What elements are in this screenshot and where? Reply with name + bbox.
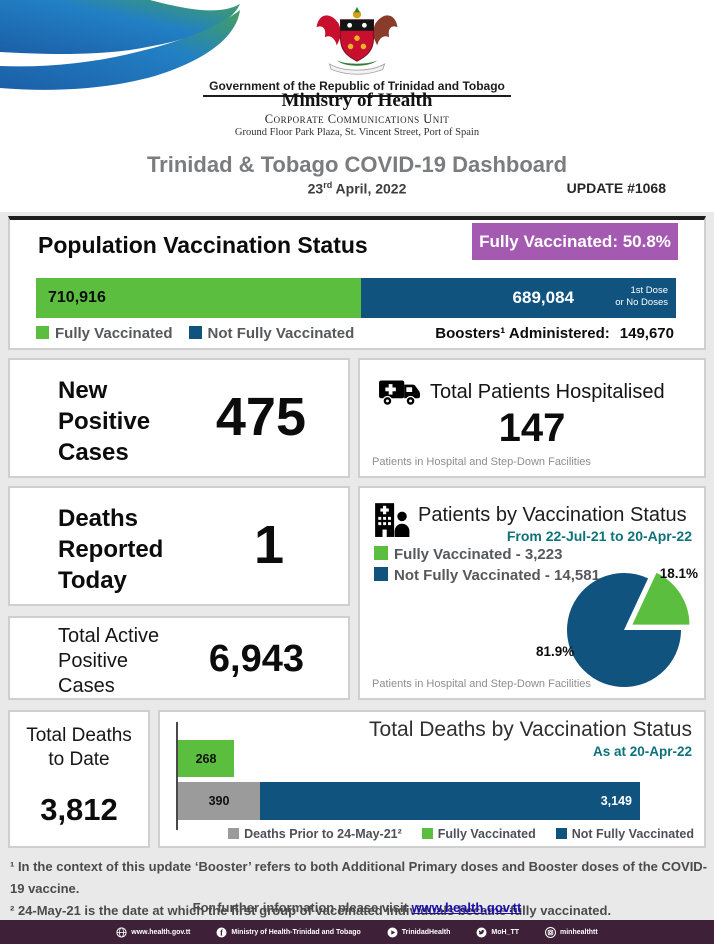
legend-swatch-blue xyxy=(555,828,567,839)
coat-of-arms xyxy=(316,6,398,75)
first-dose-note: 1st Dose or No Doses xyxy=(615,285,668,309)
pie-label-green: 18.1% xyxy=(659,566,698,581)
patients-legend-fully: Fully Vaccinated - 3,223 xyxy=(374,546,600,563)
patients-period: From 22-Jul-21 to 20-Apr-22 xyxy=(506,528,692,544)
population-bar: 710,916 689,084 1st Dose or No Doses xyxy=(36,278,676,318)
health-link[interactable]: www.health.gov.tt xyxy=(411,900,522,915)
dashboard-date: 23rd April, 2022 xyxy=(307,180,407,197)
pop-bar-notfully: 689,084 1st Dose or No Doses xyxy=(361,278,676,318)
active-cases-label: Total Active Positive Cases xyxy=(58,625,160,697)
population-panel: Population Vaccination Status Fully Vacc… xyxy=(8,216,706,350)
legend-swatch-blue xyxy=(188,326,202,339)
pie-slice-blue xyxy=(567,572,681,687)
twitter-icon xyxy=(476,927,487,937)
fully-vaccinated-badge: Fully Vaccinated: 50.8% xyxy=(472,223,678,260)
government-line: Government of the Republic of Trinidad a… xyxy=(0,77,714,97)
swoosh-decoration xyxy=(0,0,240,90)
boosters-label: Boosters¹ Administered: xyxy=(435,325,610,342)
fully-count: 710,916 xyxy=(48,289,106,306)
legend-swatch-green xyxy=(36,326,49,339)
deaths-bar-prior: 390 xyxy=(178,782,260,820)
svg-text:f: f xyxy=(220,927,223,937)
deaths-bar-row: 390 3,149 xyxy=(178,782,640,820)
deaths-bar-fully: 268 xyxy=(178,740,234,777)
ministry-title: Ministry of Health xyxy=(281,90,433,111)
patients-legend-notfully: Not Fully Vaccinated - 14,581 xyxy=(374,567,600,584)
deaths-chart-date: As at 20-Apr-22 xyxy=(592,744,692,759)
deaths-today-label: Deaths Reported Today xyxy=(58,505,164,594)
active-cases-value: 6,943 xyxy=(208,638,304,680)
deaths-legend-notfully: Not Fully Vaccinated xyxy=(555,827,694,841)
footer-item-twitter[interactable]: MoH_TT xyxy=(476,927,519,938)
deaths-chart-title: Total Deaths by Vaccination Status xyxy=(369,718,692,741)
hospitalised-card: Total Patients Hospitalised 147 Patients… xyxy=(358,358,706,478)
pie-slice-green xyxy=(632,572,690,625)
patients-title: Patients by Vaccination Status xyxy=(418,504,687,526)
footnote-2: ² 24-May-21 is the date at which the fir… xyxy=(10,903,612,918)
new-cases-label: New Positive Cases xyxy=(58,377,151,466)
patients-legend: Fully Vaccinated - 3,223 Not Fully Vacci… xyxy=(374,546,600,588)
footer-item-youtube[interactable]: TrinidadHealth xyxy=(387,927,450,938)
footer-item-instagram[interactable]: minhealthtt xyxy=(545,926,598,938)
hospitalised-note: Patients in Hospital and Step-Down Facil… xyxy=(372,456,591,468)
notfully-count: 689,084 xyxy=(512,288,574,307)
legend-swatch-green xyxy=(421,828,433,839)
patients-note: Patients in Hospital and Step-Down Facil… xyxy=(372,678,591,690)
footer-item-website[interactable]: www.health.gov.tt xyxy=(116,926,190,938)
deaths-bar-notfully: 3,149 xyxy=(260,782,640,820)
dashboard-title: Trinidad & Tobago COVID-19 Dashboard xyxy=(146,152,568,177)
deaths-chart-legend: Deaths Prior to 24-May-21² Fully Vaccina… xyxy=(228,827,694,841)
address-line: Ground Floor Park Plaza, St. Vincent Str… xyxy=(234,127,480,138)
total-deaths-value: 3,812 xyxy=(40,792,118,827)
deaths-chart-axis xyxy=(176,722,178,830)
population-legend: Fully Vaccinated Not Fully Vaccinated xyxy=(36,325,354,342)
new-cases-card: New Positive Cases 475 xyxy=(8,358,350,478)
pie-label-blue: 81.9% xyxy=(536,644,575,659)
boosters-line: Boosters¹ Administered: 149,670 xyxy=(435,325,674,342)
legend-swatch-green xyxy=(374,546,388,560)
youtube-icon xyxy=(387,927,398,937)
deaths-legend-prior: Deaths Prior to 24-May-21² xyxy=(228,827,402,841)
legend-swatch-blue xyxy=(374,567,388,581)
info-line: For further information please visit www… xyxy=(192,900,522,915)
footer-item-facebook[interactable]: f Ministry of Health-Trinidad and Tobago xyxy=(216,927,361,938)
pop-bar-fully: 710,916 xyxy=(36,278,362,318)
hospitalised-value: 147 xyxy=(498,406,566,450)
footnotes: ¹ In the context of this update ‘Booster… xyxy=(10,856,708,922)
footer-bar: www.health.gov.tt f Ministry of Health-T… xyxy=(0,920,714,944)
globe-icon xyxy=(116,926,127,938)
total-deaths-label: Total Deaths to Date xyxy=(26,725,132,770)
hospital-icon xyxy=(375,503,410,537)
new-cases-value: 475 xyxy=(215,387,306,447)
deaths-today-card: Deaths Reported Today 1 xyxy=(8,486,350,606)
deaths-chart-card: Total Deaths by Vaccination Status As at… xyxy=(158,710,706,848)
update-number: UPDATE #1068 xyxy=(566,180,666,196)
legend-item-fully: Fully Vaccinated xyxy=(36,325,173,342)
ambulance-icon xyxy=(379,380,420,406)
footnote-1: ¹ In the context of this update ‘Booster… xyxy=(10,859,708,896)
hospitalised-title: Total Patients Hospitalised xyxy=(430,380,665,403)
legend-swatch-gray xyxy=(228,828,240,839)
deaths-legend-fully: Fully Vaccinated xyxy=(421,827,536,841)
deaths-today-value: 1 xyxy=(253,515,284,575)
communications-unit: Corporate Communications Unit xyxy=(264,112,450,126)
boosters-value: 149,670 xyxy=(619,325,674,342)
active-cases-card: Total Active Positive Cases 6,943 xyxy=(8,616,350,700)
pie-chart xyxy=(567,572,690,687)
patients-status-card: Patients by Vaccination Status From 22-J… xyxy=(358,486,706,700)
facebook-icon: f xyxy=(216,927,227,937)
instagram-icon xyxy=(545,926,556,938)
legend-item-notfully: Not Fully Vaccinated xyxy=(188,325,354,342)
total-deaths-card: Total Deaths to Date 3,812 xyxy=(8,710,150,848)
population-title: Population Vaccination Status xyxy=(38,232,368,258)
